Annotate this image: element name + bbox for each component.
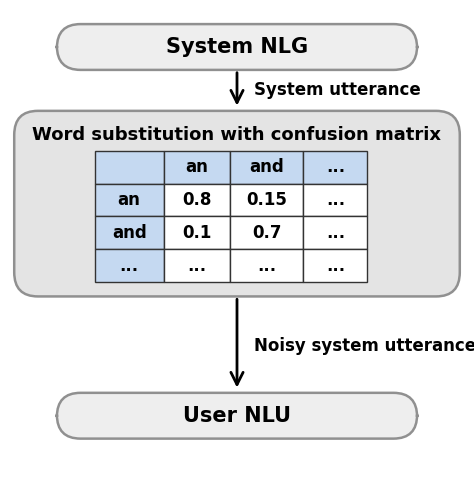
Text: an: an	[185, 158, 208, 176]
FancyBboxPatch shape	[230, 249, 303, 282]
Text: System NLG: System NLG	[166, 37, 308, 57]
Text: ...: ...	[326, 191, 345, 209]
Text: 0.1: 0.1	[182, 224, 211, 242]
FancyBboxPatch shape	[303, 151, 367, 184]
Text: User NLU: User NLU	[183, 406, 291, 426]
Text: ...: ...	[326, 158, 345, 176]
Text: Word substitution with confusion matrix: Word substitution with confusion matrix	[33, 126, 441, 144]
Text: and: and	[249, 158, 284, 176]
FancyBboxPatch shape	[164, 151, 230, 184]
Text: and: and	[112, 224, 146, 242]
Text: ...: ...	[326, 256, 345, 275]
FancyBboxPatch shape	[164, 249, 230, 282]
Text: 0.15: 0.15	[246, 191, 287, 209]
FancyBboxPatch shape	[14, 111, 460, 296]
FancyBboxPatch shape	[57, 393, 417, 439]
Text: Noisy system utterance: Noisy system utterance	[254, 337, 474, 355]
FancyBboxPatch shape	[57, 24, 417, 70]
Text: System utterance: System utterance	[254, 80, 420, 99]
Text: ...: ...	[257, 256, 276, 275]
FancyBboxPatch shape	[95, 151, 164, 184]
FancyBboxPatch shape	[230, 184, 303, 216]
Text: ...: ...	[119, 256, 139, 275]
FancyBboxPatch shape	[230, 216, 303, 249]
Text: an: an	[118, 191, 141, 209]
FancyBboxPatch shape	[164, 184, 230, 216]
Text: 0.7: 0.7	[252, 224, 282, 242]
FancyBboxPatch shape	[303, 249, 367, 282]
FancyBboxPatch shape	[95, 249, 164, 282]
FancyBboxPatch shape	[164, 216, 230, 249]
FancyBboxPatch shape	[95, 216, 164, 249]
FancyBboxPatch shape	[303, 184, 367, 216]
Text: ...: ...	[187, 256, 206, 275]
FancyBboxPatch shape	[230, 151, 303, 184]
FancyBboxPatch shape	[303, 216, 367, 249]
Text: ...: ...	[326, 224, 345, 242]
FancyBboxPatch shape	[95, 184, 164, 216]
Text: 0.8: 0.8	[182, 191, 211, 209]
